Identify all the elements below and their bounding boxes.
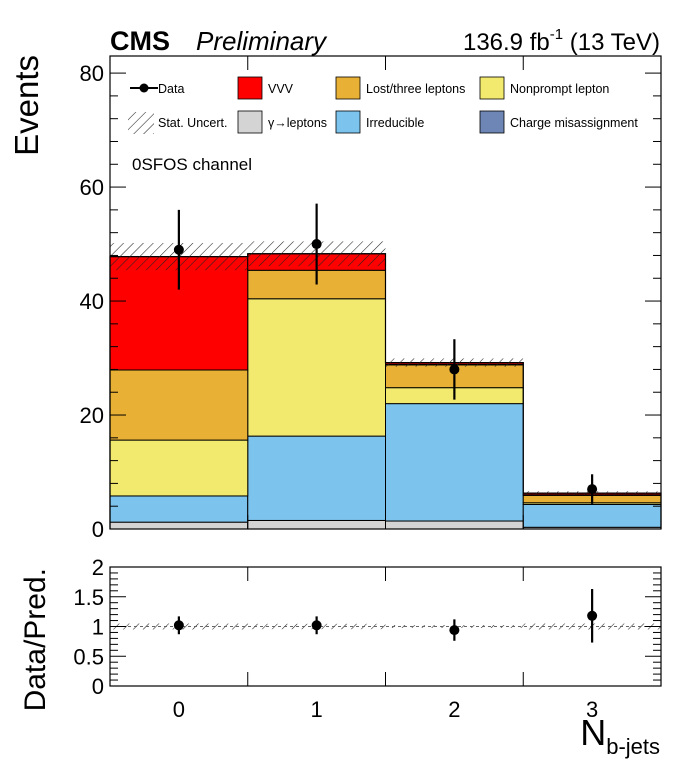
x-tick-label-1: 1 [311,697,323,722]
channel-annotation: 0SFOS channel [132,155,252,174]
ratio-point-bin-0 [173,620,184,631]
ratio-y-tick-label-0: 0 [92,674,104,699]
ratio-point-bin-3 [587,610,598,621]
bar-leptons-bin-1 [247,519,386,530]
legend-label-irreducible: Irreducible [366,116,424,130]
ratio-points [173,589,598,643]
legend-swatch-stat-uncert [128,112,154,134]
data-point-bin-1 [311,239,322,250]
x-tick-label-2: 2 [448,697,460,722]
legend-swatch-vvv [237,76,263,100]
legend: Data VVV Lost/three leptons Nonprompt lepto… [128,76,638,134]
y-tick-label-60: 60 [80,175,104,200]
legend-entry-lost-three-leptons: Lost/three leptons [335,76,465,100]
data-points [173,203,598,504]
legend-label-vvv: VVV [268,82,294,96]
legend-swatch-irreducible [335,110,361,134]
x-axis-title-main: N [580,712,606,753]
y-tick-label-40: 40 [80,289,104,314]
bar-irreducible-bin-0 [109,495,249,523]
ratio-point-bin-2 [449,625,460,636]
main-stack [109,253,662,530]
legend-entry-vvv: VVV [237,76,294,100]
data-point-bin-0 [173,244,184,255]
legend-label-data: Data [158,82,184,96]
lumi-exponent: -1 [550,26,563,43]
legend-entry-data: Data [130,82,184,96]
main-axes: 0 20 40 60 80 [80,55,662,542]
legend-swatch-charge-misassignment [479,110,505,134]
x-tick-label-0: 0 [173,697,185,722]
legend-swatch-leptons [237,110,263,134]
legend-swatch-nonprompt-lepton [479,76,505,100]
ratio-y-tick-label-4: 2 [92,555,104,580]
cms-label: CMS [110,26,170,56]
ratio-y-tick-label-2: 1 [92,615,104,640]
legend-label-nonprompt-lepton: Nonprompt lepton [510,82,609,96]
legend-entry-leptons: γ→leptons [237,110,327,134]
y-axis-title: Events [8,55,45,156]
legend-swatch-lost-three-leptons [335,76,361,100]
legend-entry-irreducible: Irreducible [335,110,424,134]
legend-entry-nonprompt-lepton: Nonprompt lepton [479,76,609,100]
legend-entry-stat-uncert: Stat. Uncert. [128,112,227,134]
bar-irreducible-bin-1 [247,435,386,521]
ratio-axes: 0 0.5 1 1.5 2 0 1 2 3 [73,555,662,722]
x-tick-label-3: 3 [586,697,598,722]
lumi-energy: (13 TeV) [563,29,660,56]
y-tick-label-20: 20 [80,403,104,428]
bar-nonprompt-lepton-bin-0 [109,439,249,497]
legend-label-leptons: γ→leptons [268,116,327,130]
x-axis-title-sub: b-jets [606,734,660,759]
ratio-point-bin-1 [311,620,322,631]
legend-marker-data-point [139,83,149,93]
y-tick-label-80: 80 [80,61,104,86]
bar-leptons-bin-2 [385,520,524,530]
ratio-y-axis-title: Data/Pred. [19,568,52,711]
bar-leptons-bin-0 [109,521,249,530]
legend-label-lost-three-leptons: Lost/three leptons [366,82,465,96]
x-axis-title: Nb-jets [580,712,660,759]
bar-irreducible-bin-2 [385,403,524,522]
ratio-uncert-band [110,623,661,630]
ratio-y-tick-label-3: 1.5 [73,585,104,610]
legend-entry-charge-misassignment: Charge misassignment [479,110,638,134]
lumi-label: 136.9 fb-1 (13 TeV) [463,26,660,56]
preliminary-label: Preliminary [196,26,328,56]
bar-nonprompt-lepton-bin-1 [247,298,386,437]
bar-lost-three-leptons-bin-0 [109,369,249,441]
ratio-y-tick-label-1: 0.5 [73,644,104,669]
legend-label-charge-misassignment: Charge misassignment [510,116,638,130]
data-point-bin-3 [587,484,598,495]
lumi-value: 136.9 fb [463,29,550,56]
y-tick-label-0: 0 [92,517,104,542]
legend-label-stat-uncert: Stat. Uncert. [158,116,227,130]
data-point-bin-2 [449,364,460,375]
bar-irreducible-bin-3 [522,503,662,528]
